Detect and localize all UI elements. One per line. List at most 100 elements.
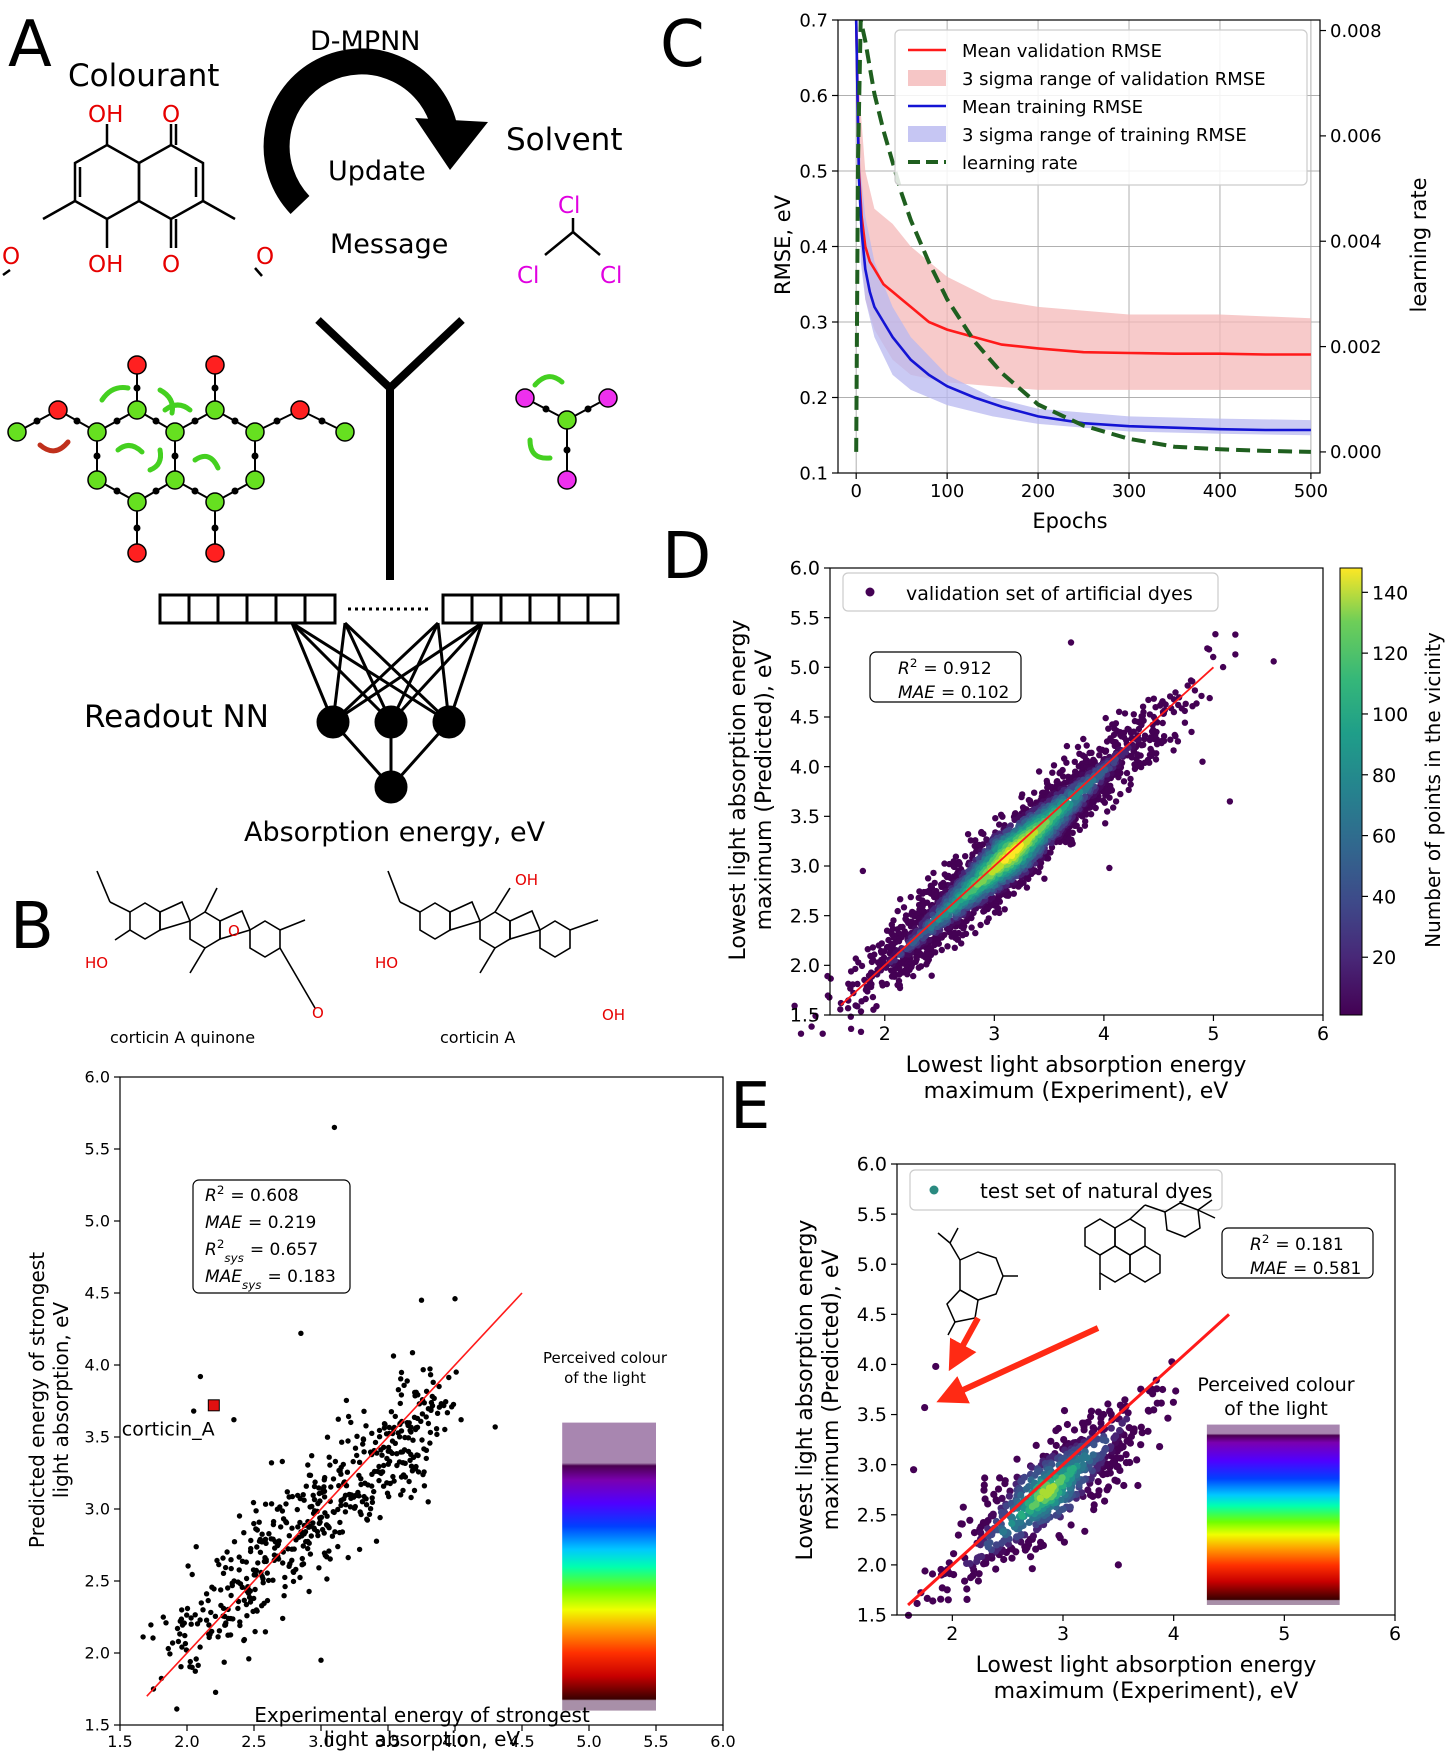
- chart-b-point: [256, 1519, 262, 1525]
- chart-b-point: [252, 1586, 258, 1593]
- chart-c-x-tick-label: 500: [1294, 481, 1328, 502]
- solvent-molecule: [544, 218, 601, 256]
- chart-d-point: [972, 837, 979, 844]
- chart-d-x-ticks: 2 3 4 5 6: [879, 1015, 1329, 1045]
- chart-e-point: [1036, 1494, 1044, 1502]
- chart-d-point: [1127, 781, 1134, 788]
- chart-c-x-tick-label: 200: [1021, 481, 1055, 502]
- chart-b-point: [299, 1555, 305, 1562]
- chart-b-point: [356, 1459, 363, 1466]
- chart-b-y-tick-label: 4.0: [85, 1356, 110, 1375]
- chart-d-point: [907, 893, 914, 901]
- chart-d-point: [1141, 759, 1148, 766]
- chart-b-point: [251, 1595, 257, 1602]
- chart-d-point: [956, 860, 963, 867]
- chart-e-point: [1070, 1426, 1079, 1434]
- chart-b-point: [251, 1572, 257, 1578]
- chart-e-point: [1089, 1451, 1097, 1459]
- chart-b-point: [165, 1645, 171, 1652]
- chart-d-point: [852, 965, 859, 973]
- chart-e-point: [1032, 1441, 1040, 1449]
- chart-b-point: [321, 1494, 328, 1500]
- chart-b-y-tick-label: 5.5: [85, 1140, 110, 1159]
- chart-d: D 1.5 2.0 2.5 3.0 3.5 4.0 4.5 5.0 5.5 6.0 2 3 4 5 6 v…: [662, 520, 1445, 1104]
- chart-b-point: [244, 1613, 250, 1619]
- chart-b-point: [189, 1571, 195, 1578]
- chart-b-point: [427, 1440, 433, 1446]
- chart-b-point: [363, 1502, 370, 1508]
- chart-d-point: [999, 813, 1006, 820]
- chart-b-point: [220, 1555, 226, 1561]
- chart-b-point: [385, 1461, 391, 1467]
- chart-d-point: [1147, 734, 1155, 741]
- chart-c-band: [856, 20, 1311, 390]
- chart-d-point: [1001, 906, 1008, 913]
- chart-d-point: [1074, 743, 1082, 751]
- chart-d-x-tick-label: 3: [988, 1023, 1000, 1045]
- chart-d-point: [1174, 738, 1182, 745]
- chart-b-point: [427, 1366, 433, 1372]
- chart-b-point: [335, 1416, 341, 1422]
- chart-d-point: [894, 907, 901, 915]
- chart-e-point: [1094, 1478, 1102, 1486]
- chart-d-point: [791, 1002, 798, 1009]
- chart-d-point: [1170, 747, 1177, 754]
- chart-b-point: [316, 1565, 322, 1571]
- chart-b-point: [235, 1579, 241, 1585]
- chart-b: 1.5 2.0 2.5 3.0 3.5 4.0 4.5 5.0 5.5 6.0 1.5 2.0 2.5…: [25, 1068, 736, 1751]
- chart-d-point: [985, 915, 992, 922]
- chart-e-arrow-2: [936, 1325, 1100, 1404]
- chart-d-y-tick-label: 4.5: [790, 707, 820, 729]
- chart-d-point: [977, 921, 984, 929]
- chart-d-y-tick-label: 3.0: [790, 856, 820, 878]
- chart-b-point: [369, 1499, 376, 1506]
- chart-b-point: [415, 1469, 422, 1475]
- chart-b-point: [338, 1498, 344, 1504]
- chart-b-point: [310, 1492, 316, 1499]
- chart-b-point: [182, 1632, 188, 1639]
- chart-d-point: [1099, 797, 1107, 804]
- chart-d-point: [1050, 762, 1058, 769]
- chart-b-point: [197, 1644, 203, 1650]
- chart-b-point: [427, 1429, 434, 1436]
- chart-e-point: [1110, 1434, 1118, 1442]
- chart-d-point: [864, 946, 871, 953]
- chart-d-point: [921, 908, 928, 915]
- corticin-a-highlight-label: corticin_A: [122, 1418, 215, 1440]
- chart-d-points: [791, 631, 1277, 1037]
- chart-b-point: [250, 1608, 256, 1615]
- chart-b-point: [336, 1467, 342, 1474]
- chart-d-x-tick-label: 5: [1207, 1023, 1219, 1045]
- update-label: Update: [328, 156, 426, 187]
- chart-e-x-tick-label: 6: [1389, 1623, 1401, 1645]
- chart-e-point: [1134, 1481, 1142, 1490]
- chart-e-point: [923, 1594, 931, 1602]
- chart-d-point: [941, 860, 948, 867]
- chart-b-point: [237, 1619, 243, 1625]
- chart-b-point: [167, 1651, 173, 1657]
- chart-c-y2-tick-label: 0.002: [1330, 337, 1382, 358]
- chart-b-point: [414, 1424, 421, 1431]
- chart-b-x-tick-label: 6.0: [710, 1732, 735, 1751]
- chart-d-point: [1270, 658, 1277, 665]
- chart-e-y-tick-label: 1.5: [857, 1605, 887, 1627]
- chart-b-point: [298, 1330, 304, 1337]
- chart-b-point: [268, 1501, 275, 1507]
- chart-e-point: [928, 1570, 937, 1578]
- chart-b-y-tick-label: 3.0: [85, 1500, 110, 1519]
- chart-d-point: [869, 944, 877, 951]
- chart-b-point: [305, 1538, 311, 1545]
- chart-b-point: [295, 1492, 301, 1499]
- stat-line: MAE = 0.581: [1250, 1259, 1361, 1279]
- chart-d-point: [1191, 687, 1199, 694]
- chart-d-point: [1070, 792, 1077, 800]
- chart-d-point: [1059, 773, 1067, 780]
- chart-b-point: [198, 1600, 204, 1606]
- chart-d-point: [1131, 761, 1138, 768]
- chart-b-point: [163, 1620, 169, 1626]
- chart-b-point: [252, 1628, 258, 1635]
- chart-c-legend: Mean validation RMSE 3 sigma range of val…: [908, 41, 1266, 174]
- chart-b-point: [264, 1570, 270, 1576]
- chart-d-point: [837, 1006, 844, 1013]
- chart-c-x-tick-label: 400: [1203, 481, 1237, 502]
